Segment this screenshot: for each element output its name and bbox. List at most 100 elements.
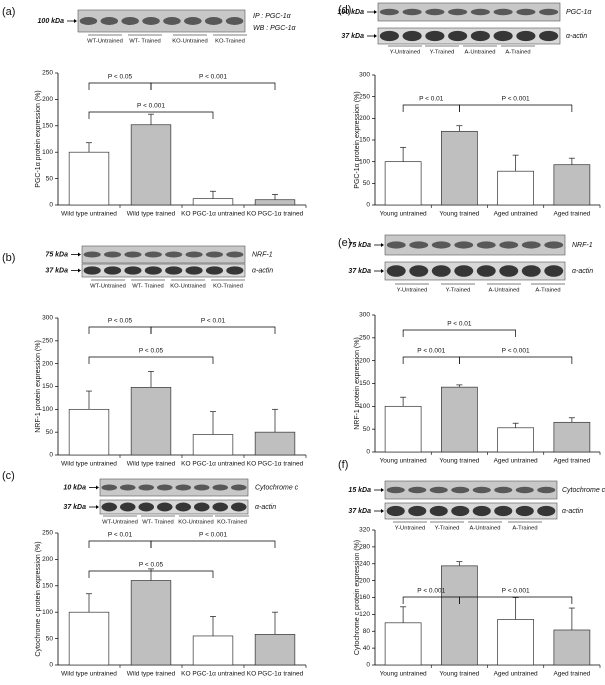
- blot-band: [451, 486, 470, 494]
- blot-band: [379, 30, 399, 42]
- error-bar: [148, 371, 154, 388]
- blot-band: [448, 8, 468, 16]
- bar: [130, 124, 172, 206]
- kda-marker: 10 kDa: [63, 484, 86, 491]
- blot-band: [163, 17, 181, 25]
- y-tick-label: 50: [363, 426, 371, 433]
- y-tick-label: 0: [49, 202, 53, 209]
- bar: [497, 427, 534, 453]
- lane-label: WT-Untrained: [90, 284, 126, 290]
- panel-label: (c): [2, 470, 15, 482]
- lane-label: A-Untrained: [465, 50, 496, 56]
- blot-strip: [99, 478, 249, 497]
- blot-band: [402, 8, 422, 16]
- bar: [497, 619, 534, 666]
- protein-label: α-actin: [566, 33, 587, 40]
- blot-band: [79, 17, 98, 25]
- protein-label: IP : PGC-1α: [253, 13, 292, 20]
- blot-band: [431, 265, 451, 277]
- blot-strip: [77, 9, 246, 33]
- p-value: P < 0.001: [199, 74, 227, 81]
- lane-label: A-Untrained: [470, 526, 501, 532]
- y-tick-label: 320: [359, 527, 370, 534]
- lane-label: A-Untrained: [489, 288, 520, 294]
- blot-band: [225, 17, 244, 25]
- y-tick-label: 50: [46, 429, 54, 436]
- lane-label: WT- Trained: [132, 284, 164, 290]
- x-tick-label: Wild type untrained: [61, 461, 117, 468]
- significance-bracket: [459, 104, 573, 112]
- lane-label: A-Trained: [505, 50, 530, 56]
- significance-bracket: [402, 104, 460, 112]
- blot-band: [104, 266, 122, 275]
- y-tick-label: 120: [359, 611, 370, 618]
- lane-label: KO-Untrained: [178, 520, 213, 526]
- y-tick-label: 150: [359, 137, 370, 144]
- p-value: P < 0.001: [417, 588, 445, 595]
- blot-band: [537, 486, 556, 494]
- error-bar: [272, 408, 278, 433]
- arrow-head: [381, 488, 384, 492]
- kda-marker: 37 kDa: [348, 268, 371, 275]
- p-value: P < 0.05: [139, 562, 164, 569]
- blot-band: [454, 265, 474, 277]
- bar: [192, 635, 234, 666]
- blot-band: [493, 8, 513, 16]
- bar: [192, 198, 234, 206]
- blot-band: [205, 266, 223, 275]
- x-tick-label: Young trained: [439, 671, 479, 678]
- blot-band: [521, 241, 541, 249]
- blot-band: [544, 265, 564, 277]
- bar: [384, 161, 422, 206]
- protein-label: α-actin: [255, 504, 276, 511]
- x-tick-label: Wild type trained: [127, 671, 176, 678]
- error-bar: [512, 422, 519, 428]
- blot-band: [515, 505, 534, 517]
- blot-band: [494, 505, 513, 517]
- arrow-head: [374, 10, 377, 14]
- error-bar: [568, 417, 575, 423]
- blot-strip: [377, 27, 561, 45]
- significance-bracket: [150, 82, 276, 90]
- blot-band: [226, 266, 244, 275]
- x-tick-label: Wild type trained: [127, 461, 176, 468]
- significance-bracket: [402, 329, 516, 337]
- blot-band: [124, 251, 142, 258]
- kda-marker: 37 kDa: [348, 508, 371, 515]
- lane-label: Y-Untrained: [395, 526, 425, 532]
- bar: [254, 431, 296, 456]
- blot-band: [537, 505, 556, 517]
- y-tick-label: 280: [359, 544, 370, 551]
- kda-marker: 37 kDa: [341, 33, 364, 40]
- y-tick-label: 0: [366, 662, 370, 669]
- blot-band: [101, 502, 118, 512]
- p-value: P < 0.05: [108, 318, 133, 325]
- lane-label: KO-Trained: [215, 39, 245, 45]
- bar: [68, 611, 110, 666]
- y-tick-label: 300: [359, 72, 370, 79]
- bar: [497, 170, 534, 206]
- protein-label: α-actin: [252, 267, 273, 274]
- y-tick-label: 200: [359, 577, 370, 584]
- error-bar: [86, 390, 92, 410]
- lane-label: Y-Untrained: [397, 288, 427, 294]
- x-tick-label: KO PGC-1α trained: [247, 461, 304, 468]
- blot-band: [386, 486, 405, 494]
- blot-band: [144, 266, 162, 275]
- lane-label: KO-Trained: [217, 520, 247, 526]
- y-axis-label: PGC-1α protein expression (%): [35, 90, 42, 187]
- y-axis-label: Cytochrome c protein expression (%): [354, 540, 361, 655]
- blot-band: [454, 241, 474, 249]
- blot-strip: [377, 2, 561, 22]
- blot-strip: [384, 502, 558, 520]
- significance-bracket: [88, 111, 214, 119]
- kda-marker: 37 kDa: [63, 504, 86, 511]
- bar: [441, 130, 478, 206]
- p-value: P < 0.001: [502, 588, 530, 595]
- blot-band: [205, 251, 223, 258]
- y-tick-label: 200: [42, 360, 53, 367]
- y-tick-label: 150: [359, 380, 370, 387]
- blot-band: [175, 484, 192, 491]
- blot-band: [386, 241, 406, 249]
